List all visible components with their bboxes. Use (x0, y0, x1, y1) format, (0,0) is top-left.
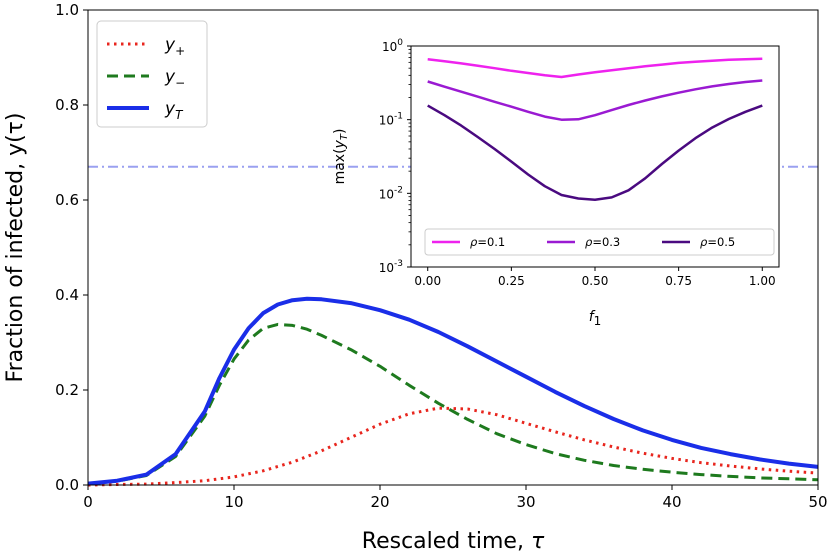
main-y-tick-label: 0.0 (55, 476, 79, 494)
main-y-tick-label: 0.2 (55, 381, 79, 399)
inset-x-tick-label: 0.50 (582, 274, 609, 288)
inset-x-tick-label: 0.75 (665, 274, 692, 288)
main-x-tick-label: 50 (808, 493, 827, 511)
inset-y-tick-label: 10-2 (379, 185, 403, 201)
main-x-tick-label: 10 (224, 493, 243, 511)
inset-x-axis-label: f1 (589, 309, 602, 328)
inset-series-group (427, 57, 763, 201)
inset-y-tick-label: 100 (382, 38, 403, 54)
main-x-axis-label: Rescaled time, τ (362, 529, 545, 554)
inset-x-tick-label: 0.00 (414, 274, 441, 288)
inset-legend-label-1: ρ=0.3 (585, 235, 620, 249)
main-legend-label-2: yT (164, 99, 184, 122)
main-x-tick-label: 40 (662, 493, 681, 511)
inset-legend-label-2: ρ=0.5 (700, 235, 735, 249)
main-x-tick-label: 0 (83, 493, 93, 511)
main-legend: y+ y− yT (96, 20, 208, 128)
inset-x-ticks: 0.00 0.25 0.50 0.75 1.00 (414, 267, 776, 288)
inset-x-tick-label: 1.00 (749, 274, 776, 288)
main-x-ticks: 0 10 20 30 40 50 (83, 485, 828, 511)
main-y-tick-label: 0.6 (55, 191, 79, 209)
main-series-group (87, 296, 819, 487)
inset-series-line-0 (427, 57, 763, 79)
inset-legend-box (424, 228, 775, 256)
main-y-tick-label: 1.0 (55, 1, 79, 19)
inset-y-tick-label: 10-3 (379, 259, 403, 275)
main-legend-label-1: y− (164, 67, 185, 90)
inset-legend-label-0: ρ=0.1 (470, 235, 505, 249)
inset-y-axis-label: max(yT) (332, 129, 350, 185)
main-legend-box (96, 20, 208, 128)
inset-legend: ρ=0.1 ρ=0.3 ρ=0.5 (424, 228, 775, 256)
inset-x-tick-label: 0.25 (498, 274, 525, 288)
main-plot-frame (87, 9, 819, 486)
inset-y-tick-label: 10-1 (379, 112, 403, 128)
main-y-tick-label: 0.8 (55, 96, 79, 114)
main-series-line-1 (87, 322, 819, 486)
main-y-axis-label: Fraction of infected, y(τ) (3, 113, 28, 383)
main-legend-label-0: y+ (164, 35, 185, 58)
main-series-line-2 (87, 296, 819, 486)
main-x-tick-label: 30 (516, 493, 535, 511)
main-x-tick-label: 20 (370, 493, 389, 511)
inset-y-ticks: 10-3 10-2 10-1 100 (379, 38, 411, 275)
inset-series-line-2 (427, 104, 763, 201)
main-chart: 0 10 20 30 40 50 0.0 0.2 0.4 0.6 0.8 1.0 Rescaled … (3, 1, 828, 554)
main-y-tick-label: 0.4 (55, 286, 79, 304)
main-y-ticks: 0.0 0.2 0.4 0.6 0.8 1.0 (55, 1, 88, 494)
inset-series-line-1 (427, 79, 763, 121)
